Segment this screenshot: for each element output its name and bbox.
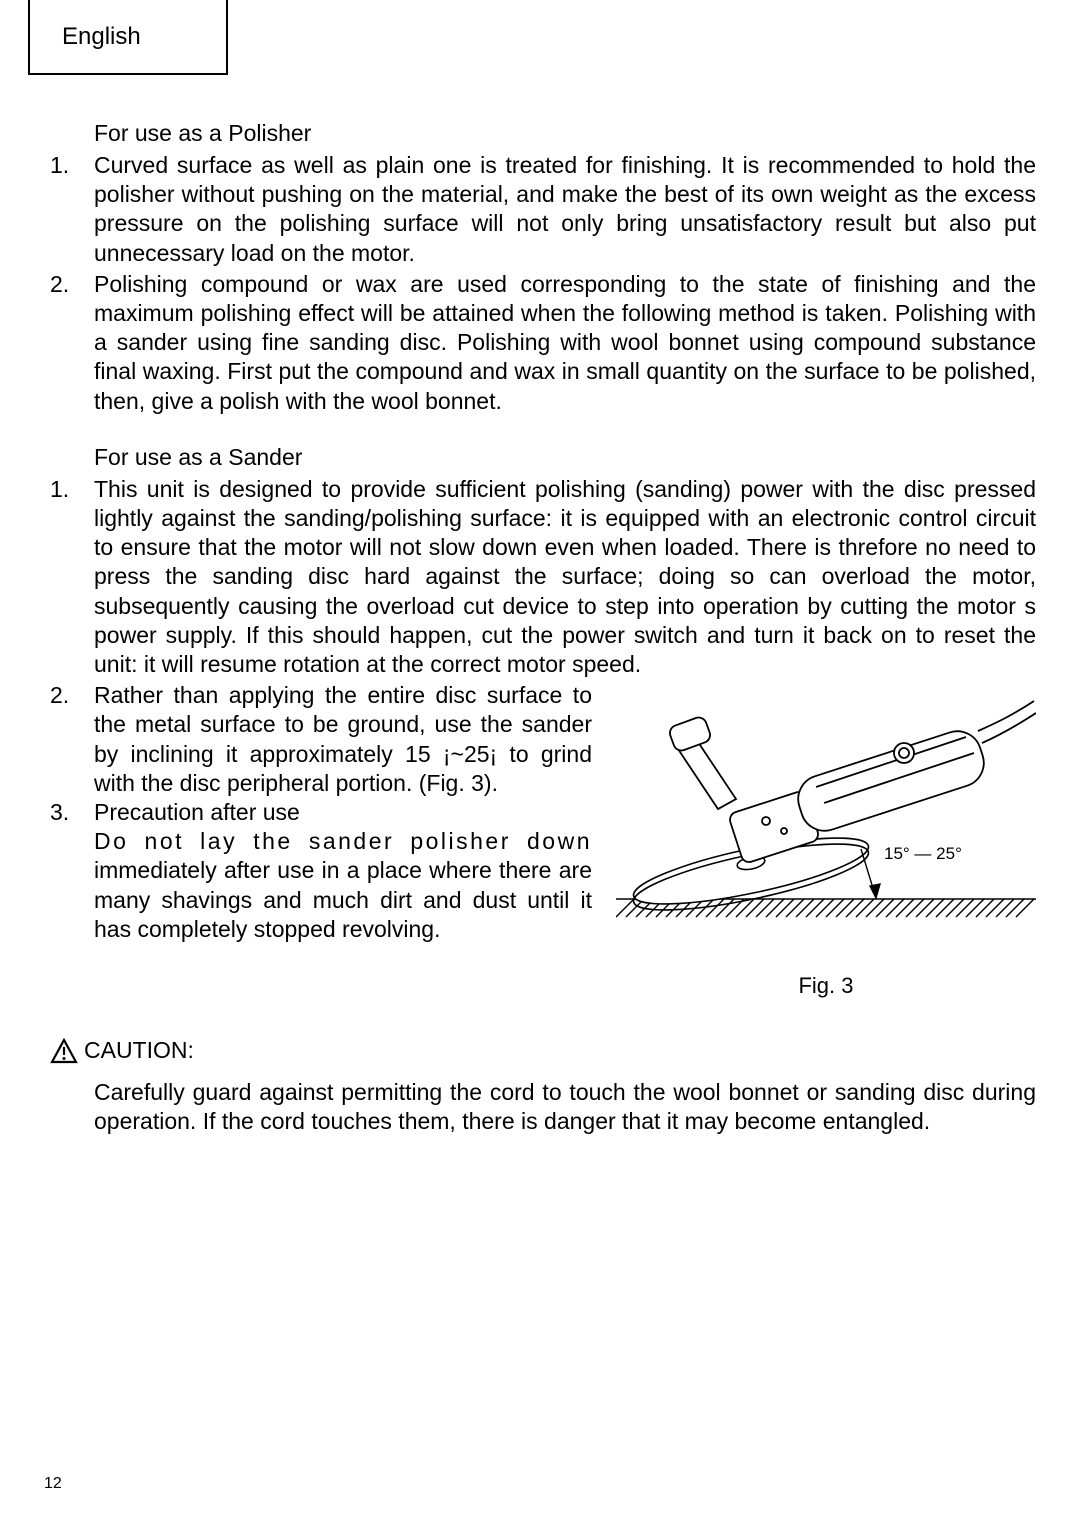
sander-item-3-num: 3. (44, 798, 94, 944)
caution-body: Carefully guard against permitting the c… (94, 1078, 1036, 1136)
sander-item-3-line1: Do not lay the sander polisher down (94, 828, 592, 854)
sander-title: For use as a Sander (94, 444, 1036, 471)
page-number: 12 (44, 1475, 62, 1493)
polisher-item-1-num: 1. (44, 151, 94, 268)
figure-3: 15° — 25° Fig. 3 (616, 681, 1036, 999)
caution-label: CAUTION: (84, 1037, 194, 1064)
sander-item-2-num: 2. (44, 681, 94, 798)
sander-item-3-rest: immediately after use in a place where t… (94, 857, 592, 941)
language-label: English (62, 23, 141, 51)
polisher-item-1-body: Curved surface as well as plain one is t… (94, 151, 1036, 268)
sander-item-2-body: Rather than applying the entire disc sur… (94, 681, 592, 798)
polisher-item-1: 1. Curved surface as well as plain one i… (44, 151, 1036, 268)
sander-item-3: 3. Precaution after use Do not lay the s… (44, 798, 592, 944)
sander-list-2: 2. Rather than applying the entire disc … (44, 681, 592, 944)
sander-item-3-body: Precaution after use Do not lay the sand… (94, 798, 592, 944)
angle-label: 15° — 25° (884, 844, 962, 863)
two-col-right: 15° — 25° Fig. 3 (616, 681, 1036, 999)
sander-item-3-title: Precaution after use (94, 799, 300, 825)
two-column-row: 2. Rather than applying the entire disc … (44, 681, 1036, 999)
polisher-item-2-body: Polishing compound or wax are used corre… (94, 270, 1036, 416)
polisher-title: For use as a Polisher (94, 120, 1036, 147)
warning-triangle-icon (50, 1038, 78, 1064)
sander-item-1-num: 1. (44, 475, 94, 679)
language-tab: English (28, 0, 228, 75)
sander-item-1-body: This unit is designed to provide suffici… (94, 475, 1036, 679)
sander-angle-diagram: 15° — 25° (616, 681, 1036, 951)
sander-item-2: 2. Rather than applying the entire disc … (44, 681, 592, 798)
sander-list-1: 1. This unit is designed to provide suff… (44, 475, 1036, 679)
two-col-left: 2. Rather than applying the entire disc … (44, 681, 616, 999)
polisher-list: 1. Curved surface as well as plain one i… (44, 151, 1036, 416)
polisher-item-2: 2. Polishing compound or wax are used co… (44, 270, 1036, 416)
caution-row: CAUTION: (50, 1037, 1036, 1064)
polisher-item-2-num: 2. (44, 270, 94, 416)
page: English For use as a Polisher 1. Curved … (0, 0, 1080, 1529)
figure-caption: Fig. 3 (616, 973, 1036, 999)
sander-item-1: 1. This unit is designed to provide suff… (44, 475, 1036, 679)
content-area: For use as a Polisher 1. Curved surface … (44, 120, 1036, 1137)
